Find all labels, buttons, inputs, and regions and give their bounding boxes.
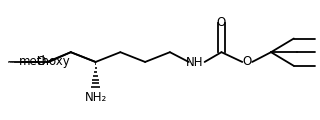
Text: NH: NH: [186, 56, 204, 69]
Text: O: O: [243, 55, 252, 68]
Text: NH₂: NH₂: [84, 91, 107, 104]
Text: O: O: [36, 55, 46, 68]
Text: methoxy: methoxy: [19, 55, 71, 68]
Text: O: O: [217, 16, 226, 29]
Text: methoxy: methoxy: [9, 61, 16, 63]
